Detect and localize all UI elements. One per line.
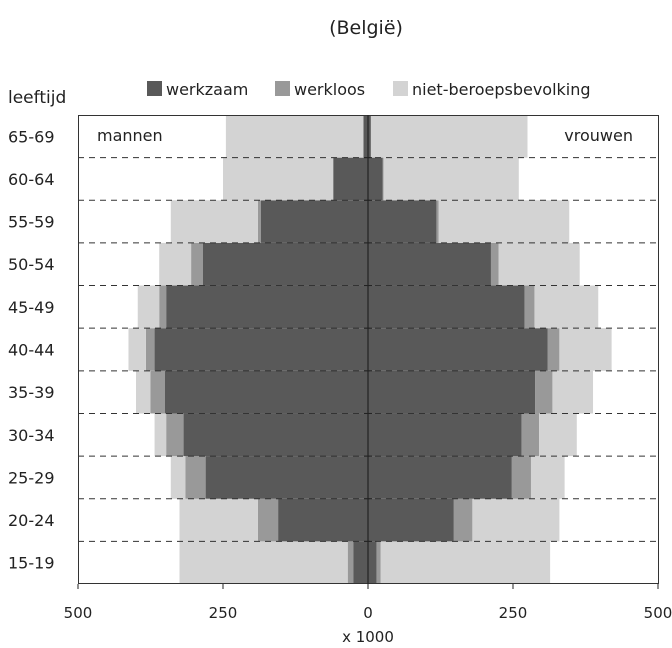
y-tick-label: 15-19 [8,554,55,573]
bar-vrouwen-niet-beroepsbevolking-30-34 [539,413,577,457]
y-tick-label: 20-24 [8,511,55,530]
bar-mannen-niet-beroepsbevolking-65-69 [225,115,364,158]
bar-mannen-werkzaam-35-39 [165,370,368,414]
bar-mannen-werkloos-50-54 [191,242,203,286]
y-tick-label: 50-54 [8,255,55,274]
bar-mannen-niet-beroepsbevolking-25-29 [170,456,186,499]
x-tick-label: 0 [363,604,373,622]
y-tick-label: 40-44 [8,341,55,360]
bars-group [128,115,612,584]
legend: werkzaam werkloos niet-beroepsbevolking [147,80,591,99]
bar-vrouwen-werkzaam-40-44 [368,328,548,371]
left-group-label: mannen [97,126,163,145]
bar-mannen-werkzaam-30-34 [183,413,368,457]
bar-mannen-werkloos-25-29 [185,456,206,499]
chart-subtitle: (België) [329,17,403,39]
bar-vrouwen-werkzaam-60-64 [368,157,383,201]
bar-mannen-werkloos-20-24 [257,498,279,542]
x-tick-label: 250 [499,604,528,622]
legend-swatch-werkloos [275,81,290,96]
bar-mannen-niet-beroepsbevolking-45-49 [137,285,160,329]
bar-vrouwen-werkzaam-30-34 [368,413,522,457]
bar-vrouwen-niet-beroepsbevolking-40-44 [559,328,612,371]
bar-mannen-niet-beroepsbevolking-20-24 [179,498,258,542]
y-tick-label: 35-39 [8,383,55,402]
bar-vrouwen-werkzaam-15-19 [368,541,377,584]
x-tick-label: 500 [64,604,93,622]
bar-vrouwen-werkloos-25-29 [511,456,531,499]
bar-vrouwen-werkzaam-55-59 [368,200,437,243]
bar-vrouwen-niet-beroepsbevolking-65-69 [370,115,528,158]
bar-vrouwen-werkloos-55-59 [436,200,439,243]
bar-mannen-werkloos-35-39 [150,370,165,414]
bar-mannen-niet-beroepsbevolking-15-19 [179,541,348,584]
bar-vrouwen-niet-beroepsbevolking-25-29 [530,456,565,499]
bar-vrouwen-niet-beroepsbevolking-50-54 [498,242,580,286]
bar-mannen-werkzaam-50-54 [202,242,368,286]
bar-mannen-niet-beroepsbevolking-30-34 [154,413,167,457]
legend-label-werkzaam: werkzaam [166,80,248,99]
x-tick-labels: 500 250 0 250 500 [64,584,672,622]
bar-vrouwen-werkloos-15-19 [376,541,381,584]
bar-mannen-werkloos-55-59 [257,200,261,243]
x-axis-label: x 1000 [342,628,394,646]
bar-mannen-werkzaam-65-69 [363,115,368,158]
bar-mannen-werkzaam-20-24 [278,498,368,542]
bar-vrouwen-niet-beroepsbevolking-60-64 [383,157,519,201]
bar-mannen-werkloos-30-34 [166,413,184,457]
x-tick-label: 500 [644,604,672,622]
bar-vrouwen-werkloos-45-49 [524,285,535,329]
bar-vrouwen-werkzaam-45-49 [368,285,525,329]
legend-label-werkloos: werkloos [294,80,365,99]
bar-vrouwen-werkloos-40-44 [547,328,560,371]
bar-vrouwen-werkzaam-65-69 [368,115,371,158]
bar-vrouwen-werkzaam-35-39 [368,370,536,414]
y-tick-label: 60-64 [8,170,55,189]
bar-vrouwen-werkzaam-20-24 [368,498,454,542]
bar-mannen-werkzaam-45-49 [166,285,368,329]
x-tick-label: 250 [209,604,238,622]
y-tick-label: 25-29 [8,468,55,487]
bar-mannen-niet-beroepsbevolking-55-59 [170,200,258,243]
bar-vrouwen-niet-beroepsbevolking-55-59 [438,200,570,243]
y-tick-labels: 15-19 20-24 25-29 30-34 35-39 40-44 45-49 50-54… [8,127,55,572]
bar-mannen-niet-beroepsbevolking-50-54 [159,242,192,286]
bar-vrouwen-niet-beroepsbevolking-35-39 [552,370,594,414]
bar-vrouwen-werkzaam-50-54 [368,242,491,286]
bar-mannen-werkloos-15-19 [347,541,354,584]
legend-label-niet-beroepsbevolking: niet-beroepsbevolking [412,80,591,99]
bar-vrouwen-werkloos-30-34 [521,413,540,457]
bar-vrouwen-werkzaam-25-29 [368,456,512,499]
bar-vrouwen-werkloos-20-24 [453,498,473,542]
bar-vrouwen-niet-beroepsbevolking-20-24 [472,498,560,542]
bar-vrouwen-werkloos-50-54 [490,242,499,286]
bar-vrouwen-niet-beroepsbevolking-45-49 [534,285,599,329]
bar-mannen-werkloos-40-44 [145,328,155,371]
y-tick-label: 30-34 [8,426,55,445]
legend-swatch-niet-beroepsbevolking [393,81,408,96]
bar-mannen-werkzaam-55-59 [260,200,368,243]
bar-mannen-werkzaam-25-29 [205,456,368,499]
bar-vrouwen-werkloos-60-64 [382,157,384,201]
bar-mannen-werkloos-45-49 [159,285,167,329]
bar-mannen-niet-beroepsbevolking-35-39 [136,370,151,414]
bar-mannen-niet-beroepsbevolking-60-64 [223,157,334,201]
bar-mannen-niet-beroepsbevolking-40-44 [128,328,146,371]
right-group-label: vrouwen [564,126,633,145]
bar-mannen-werkzaam-60-64 [333,157,368,201]
bar-vrouwen-werkloos-35-39 [535,370,553,414]
y-tick-label: 55-59 [8,213,55,232]
bar-mannen-werkzaam-15-19 [353,541,368,584]
y-tick-label: 65-69 [8,127,55,146]
bar-vrouwen-niet-beroepsbevolking-15-19 [380,541,551,584]
bar-mannen-werkzaam-40-44 [154,328,368,371]
legend-swatch-werkzaam [147,81,162,96]
y-tick-label: 45-49 [8,298,55,317]
y-axis-label: leeftijd [8,88,66,108]
